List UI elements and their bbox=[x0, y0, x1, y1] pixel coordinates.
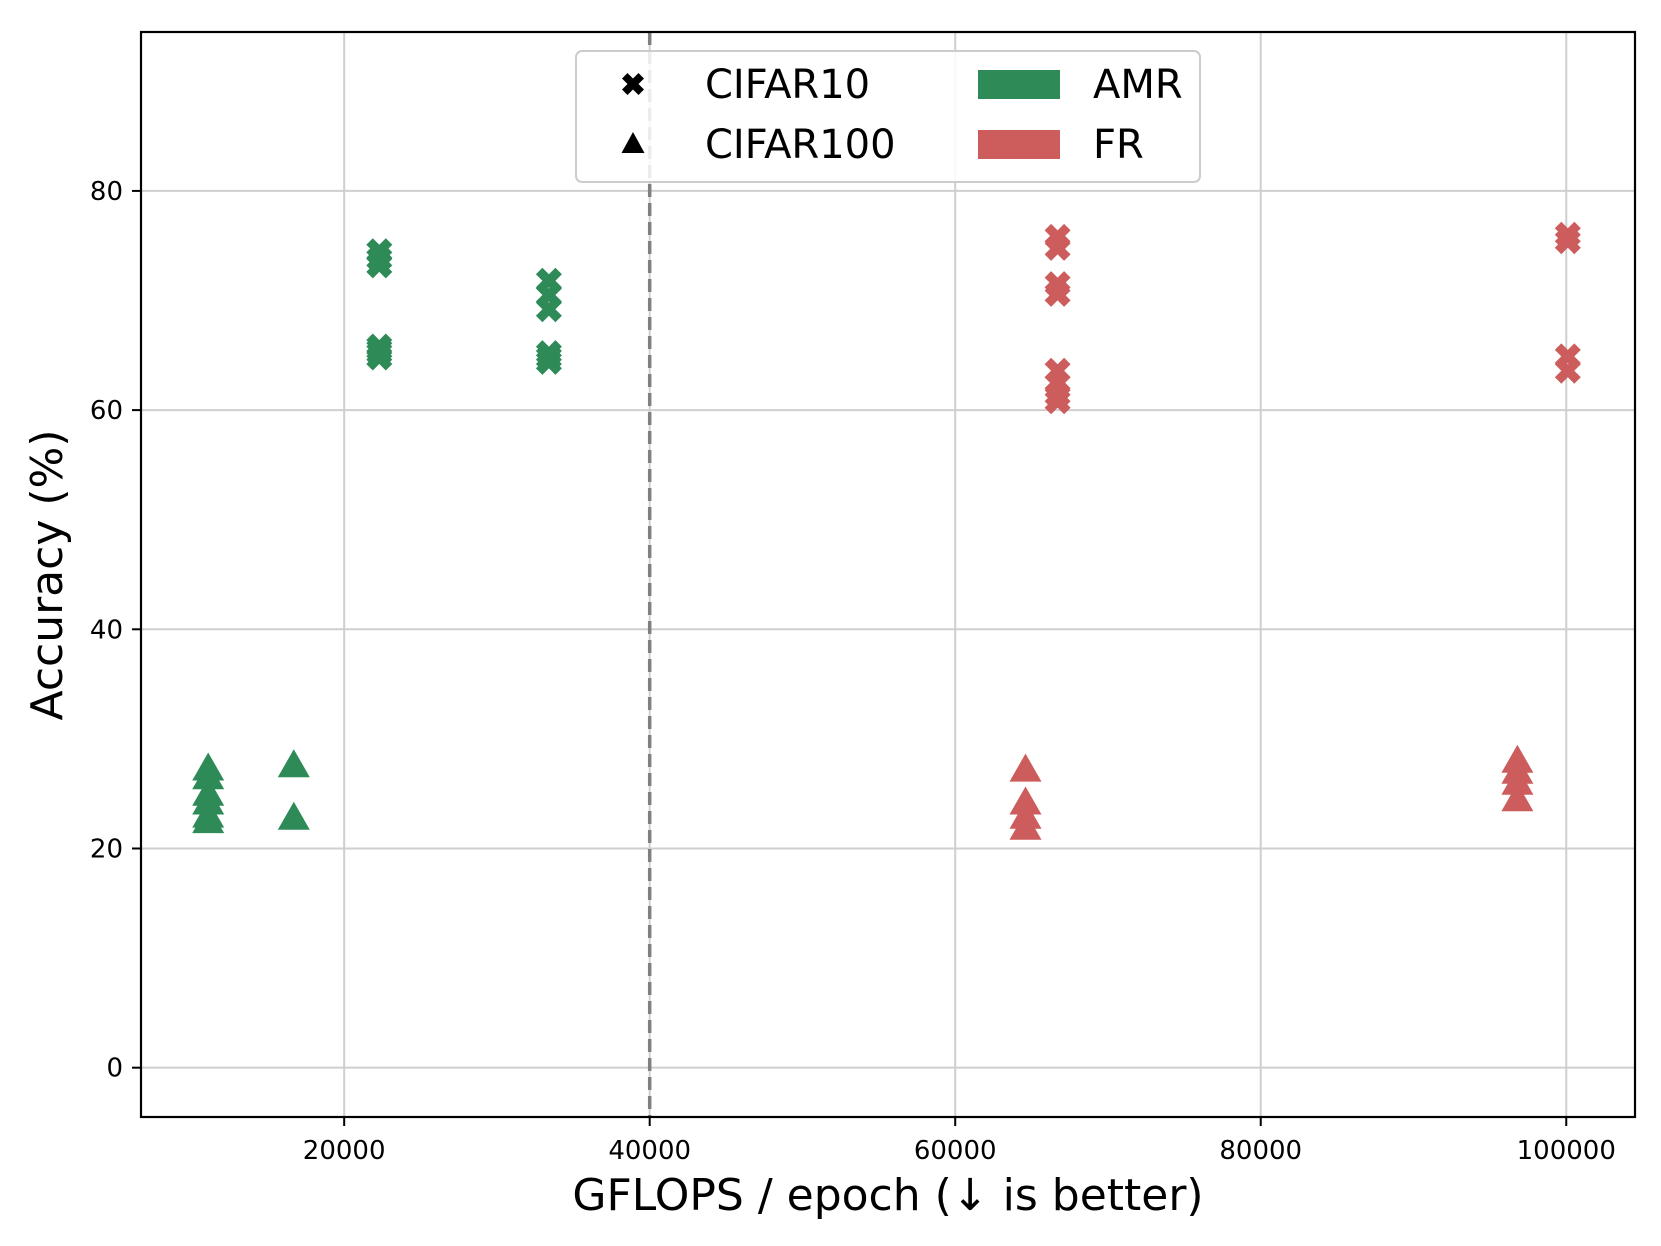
legend-label-cifar100: CIFAR100 bbox=[705, 122, 896, 168]
point-amr-cifar10 bbox=[366, 336, 393, 363]
point-amr-cifar100 bbox=[192, 805, 225, 834]
legend: CIFAR10 CIFAR100 AMR FR bbox=[575, 50, 1201, 183]
legend-swatch-fr bbox=[978, 130, 1060, 159]
y-axis-label: Accuracy (%) bbox=[22, 429, 73, 720]
point-amr-cifar10 bbox=[535, 296, 562, 323]
x-tick-label: 100000 bbox=[1517, 1136, 1616, 1166]
y-axis-ticks: 0 20 40 60 80 bbox=[90, 177, 141, 1084]
legend-label-fr: FR bbox=[1093, 122, 1144, 168]
legend-marker-cifar100-icon bbox=[621, 132, 645, 153]
x-axis-label: GFLOPS / epoch (↓ is better) bbox=[572, 1170, 1203, 1221]
point-fr-cifar10 bbox=[1554, 228, 1581, 255]
point-fr-cifar100 bbox=[1501, 766, 1534, 795]
point-fr-cifar10 bbox=[1044, 388, 1071, 415]
point-amr-cifar10 bbox=[366, 252, 393, 279]
legend-label-amr: AMR bbox=[1093, 62, 1183, 108]
point-amr-cifar100 bbox=[192, 761, 225, 790]
point-fr-cifar100 bbox=[1009, 753, 1042, 782]
legend-label-cifar10: CIFAR10 bbox=[705, 62, 870, 108]
y-tick-label: 80 bbox=[90, 177, 123, 207]
y-tick-label: 60 bbox=[90, 396, 123, 426]
point-fr-cifar10 bbox=[1044, 280, 1071, 307]
grid-lines bbox=[141, 32, 1635, 1117]
plot-frame bbox=[139, 30, 1637, 1119]
point-fr-cifar10 bbox=[1554, 357, 1581, 384]
legend-swatch-amr bbox=[978, 70, 1060, 99]
y-tick-label: 0 bbox=[106, 1054, 123, 1084]
point-amr-cifar100 bbox=[277, 749, 310, 778]
legend-marker-cifar10-icon bbox=[622, 73, 644, 95]
point-fr-cifar100 bbox=[1501, 783, 1534, 812]
point-fr-cifar100 bbox=[1009, 786, 1042, 815]
x-tick-label: 20000 bbox=[303, 1136, 386, 1166]
data-points bbox=[192, 221, 1581, 840]
x-tick-label: 40000 bbox=[608, 1136, 691, 1166]
x-tick-label: 60000 bbox=[914, 1136, 997, 1166]
point-fr-cifar100 bbox=[1009, 811, 1042, 840]
point-amr-cifar10 bbox=[535, 344, 562, 371]
y-tick-label: 40 bbox=[90, 615, 123, 645]
point-fr-cifar10 bbox=[1044, 234, 1071, 261]
y-tick-label: 20 bbox=[90, 834, 123, 864]
x-tick-label: 80000 bbox=[1219, 1136, 1302, 1166]
point-amr-cifar100 bbox=[277, 801, 310, 830]
x-axis-ticks: 20000 40000 60000 80000 100000 bbox=[303, 1117, 1616, 1166]
